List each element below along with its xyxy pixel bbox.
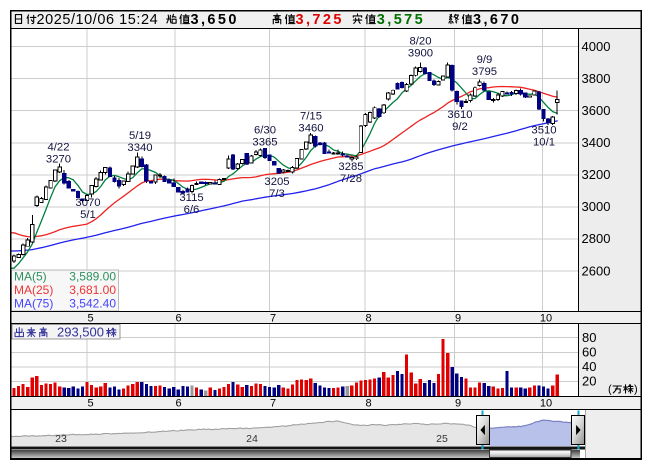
svg-text:23: 23 bbox=[55, 433, 67, 445]
svg-text:3460: 3460 bbox=[298, 123, 323, 135]
svg-text:80: 80 bbox=[582, 330, 596, 345]
svg-text:MA(25): MA(25) bbox=[14, 283, 53, 297]
svg-text:6/6: 6/6 bbox=[184, 204, 200, 216]
svg-text:MA(5): MA(5) bbox=[14, 270, 47, 284]
svg-text:9/9: 9/9 bbox=[477, 54, 493, 66]
svg-text:2600: 2600 bbox=[582, 263, 611, 278]
svg-text:24: 24 bbox=[246, 433, 258, 445]
svg-text:8: 8 bbox=[365, 313, 371, 325]
svg-text:3340: 3340 bbox=[127, 142, 152, 154]
svg-text:4/22: 4/22 bbox=[48, 142, 70, 154]
svg-text:5: 5 bbox=[87, 398, 93, 410]
svg-text:40: 40 bbox=[582, 359, 596, 374]
svg-text:3200: 3200 bbox=[582, 167, 611, 182]
svg-text:3795: 3795 bbox=[472, 66, 497, 78]
svg-text:7/3: 7/3 bbox=[269, 188, 285, 200]
svg-text:60: 60 bbox=[582, 344, 596, 359]
svg-text:9: 9 bbox=[455, 398, 461, 410]
svg-text:3070: 3070 bbox=[75, 197, 100, 209]
svg-text:3600: 3600 bbox=[582, 103, 611, 118]
svg-text:3,575: 3,575 bbox=[377, 12, 425, 28]
svg-text:3,681.00: 3,681.00 bbox=[69, 283, 116, 297]
svg-text:293,500: 293,500 bbox=[57, 325, 104, 340]
svg-text:20: 20 bbox=[582, 374, 596, 389]
svg-text:MA(75): MA(75) bbox=[14, 297, 53, 311]
svg-text:7/15: 7/15 bbox=[300, 111, 322, 123]
svg-text:3,542.40: 3,542.40 bbox=[69, 297, 116, 311]
svg-text:8/20: 8/20 bbox=[410, 36, 432, 48]
svg-text:3400: 3400 bbox=[582, 135, 611, 150]
svg-text:2800: 2800 bbox=[582, 231, 611, 246]
svg-text:10/1: 10/1 bbox=[533, 137, 555, 149]
svg-text:3270: 3270 bbox=[46, 154, 71, 166]
svg-text:7/28: 7/28 bbox=[340, 173, 362, 185]
svg-text:6: 6 bbox=[175, 313, 181, 325]
svg-text:3510: 3510 bbox=[531, 125, 556, 137]
svg-text:10: 10 bbox=[540, 313, 552, 325]
svg-text:3900: 3900 bbox=[408, 48, 433, 60]
svg-text:9/2: 9/2 bbox=[452, 121, 468, 133]
svg-text:(: ( bbox=[608, 384, 612, 396]
svg-text:): ) bbox=[634, 384, 638, 396]
svg-text:3115: 3115 bbox=[179, 192, 203, 204]
svg-text:3000: 3000 bbox=[582, 199, 611, 214]
svg-text:5/1: 5/1 bbox=[80, 209, 96, 221]
svg-text:6/30: 6/30 bbox=[254, 125, 276, 137]
svg-text:25: 25 bbox=[436, 433, 448, 445]
svg-text:7: 7 bbox=[270, 313, 276, 325]
svg-text:2025/10/06 15:24: 2025/10/06 15:24 bbox=[37, 12, 159, 28]
svg-text:3610: 3610 bbox=[447, 109, 472, 121]
svg-text:5/19: 5/19 bbox=[129, 130, 151, 142]
svg-text:3,589.00: 3,589.00 bbox=[69, 270, 116, 284]
svg-text:4000: 4000 bbox=[582, 39, 611, 54]
svg-text:3205: 3205 bbox=[264, 176, 289, 188]
svg-text:10: 10 bbox=[540, 398, 552, 410]
svg-text:6: 6 bbox=[175, 398, 181, 410]
svg-text:3285: 3285 bbox=[338, 161, 363, 173]
svg-text:3800: 3800 bbox=[582, 71, 611, 86]
svg-text:5: 5 bbox=[87, 313, 93, 325]
svg-text:3,725: 3,725 bbox=[296, 12, 344, 28]
svg-text:9: 9 bbox=[455, 313, 461, 325]
svg-text:7: 7 bbox=[270, 398, 276, 410]
svg-text:3,650: 3,650 bbox=[191, 12, 239, 28]
svg-text:3,670: 3,670 bbox=[473, 12, 521, 28]
svg-text:8: 8 bbox=[365, 398, 371, 410]
svg-text:3365: 3365 bbox=[252, 137, 277, 149]
